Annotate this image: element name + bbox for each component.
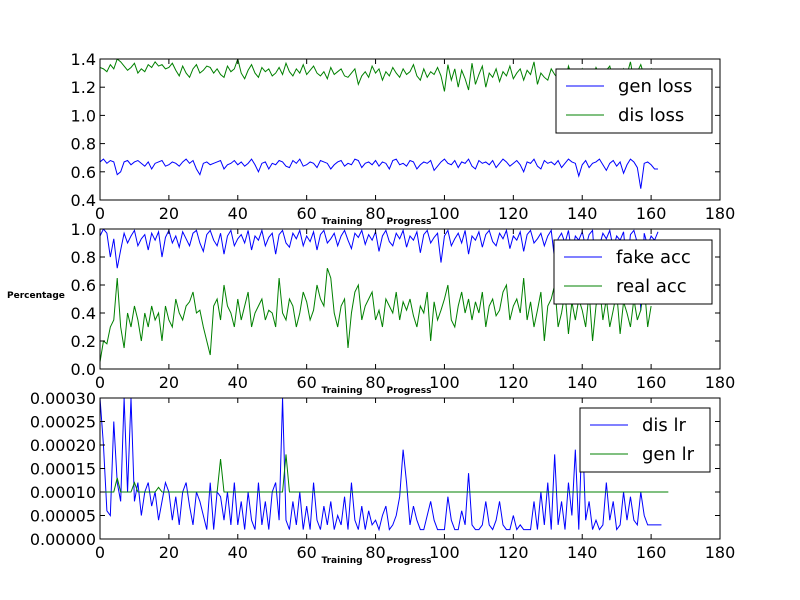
- series-line-dis-lr: [100, 398, 662, 532]
- legend: gen loss dis loss: [555, 68, 713, 134]
- x-axis-label-progress: Progress: [387, 217, 432, 227]
- x-axis-label-training: Training: [321, 386, 362, 396]
- panel-1: 0 20 40 60 80 100 120 140 160 180 0.4 0.6 0.8 1.0 1.2 1…: [71, 50, 736, 227]
- y-tick-label: 0.00025: [30, 413, 96, 432]
- y-tick-label: 0.00010: [30, 483, 96, 502]
- x-axis-label-training: Training: [321, 217, 362, 227]
- x-tick-label: 120: [498, 204, 529, 223]
- x-tick-label: 180: [705, 373, 736, 392]
- legend-label-dis-lr: dis lr: [642, 415, 687, 436]
- x-tick-label: 180: [705, 543, 736, 562]
- y-tick-label: 1.2: [71, 78, 96, 97]
- y-tick-label: 1.0: [71, 106, 96, 125]
- legend: dis lr gen lr: [579, 407, 711, 473]
- legend-label-gen-lr: gen lr: [642, 444, 695, 465]
- y-tick-label: 0.0: [71, 360, 96, 379]
- x-tick-label: 40: [228, 204, 248, 223]
- x-tick-label: 60: [296, 204, 316, 223]
- panel-2: 0 20 40 60 80 100 120 140 160 180 0.0 0.2 0.4 0.6 0.8 1…: [71, 220, 736, 396]
- legend-label-gen-loss: gen loss: [618, 76, 692, 97]
- y-tick-label: 1.0: [71, 220, 96, 239]
- x-tick-label: 180: [705, 204, 736, 223]
- x-tick-label: 0: [95, 204, 105, 223]
- x-tick-label: 60: [296, 373, 316, 392]
- x-tick-label: 140: [567, 543, 598, 562]
- x-tick-label: 80: [365, 373, 385, 392]
- x-tick-label: 140: [567, 373, 598, 392]
- x-tick-label: 160: [636, 373, 667, 392]
- series-line-gen-lr: [100, 454, 669, 493]
- x-tick-label: 160: [636, 543, 667, 562]
- y-tick-label: 0.00000: [30, 530, 96, 549]
- x-tick-label: 100: [429, 543, 460, 562]
- x-tick-label: 140: [567, 204, 598, 223]
- y-tick-label: 0.2: [71, 332, 96, 351]
- x-tick-label: 120: [498, 373, 529, 392]
- x-tick-label: 100: [429, 204, 460, 223]
- x-tick-label: 100: [429, 373, 460, 392]
- legend-label-dis-loss: dis loss: [618, 105, 684, 126]
- y-tick-label: 0.6: [71, 276, 96, 295]
- y-tick-label: 0.8: [71, 135, 96, 154]
- legend-box: [579, 407, 711, 473]
- plot-frame: [99, 228, 721, 370]
- series-line-gen-loss: [100, 158, 658, 189]
- y-tick-label: 0.00020: [30, 436, 96, 455]
- x-tick-label: 80: [365, 204, 385, 223]
- y-tick-label: 0.00005: [30, 507, 96, 526]
- y-tick-label: 0.00015: [30, 460, 96, 479]
- x-tick-label: 40: [228, 373, 248, 392]
- y-tick-label: 0.6: [71, 163, 96, 182]
- x-tick-label: 20: [159, 204, 179, 223]
- x-axis-label-progress: Progress: [387, 386, 432, 396]
- panel-3: 0 20 40 60 80 100 120 140 160 180 0.00000 0.00005 0.…: [30, 389, 735, 566]
- y-tick-label: 0.00030: [30, 389, 96, 408]
- x-tick-label: 20: [159, 373, 179, 392]
- x-tick-label: 60: [296, 543, 316, 562]
- legend-box: [553, 239, 713, 305]
- y-tick-label: 0.8: [71, 248, 96, 267]
- x-tick-label: 80: [365, 543, 385, 562]
- x-tick-label: 0: [95, 543, 105, 562]
- x-tick-label: 160: [636, 204, 667, 223]
- y-axis-label: Percentage: [7, 291, 65, 301]
- legend-label-fake-acc: fake acc: [616, 247, 691, 268]
- x-tick-label: 0: [95, 373, 105, 392]
- x-tick-label: 120: [498, 543, 529, 562]
- series-line-real-acc: [100, 268, 652, 363]
- y-tick-label: 0.4: [71, 304, 96, 323]
- plot-frame: [99, 58, 721, 201]
- legend-label-real-acc: real acc: [616, 276, 687, 297]
- x-tick-label: 40: [228, 543, 248, 562]
- y-tick-label: 1.4: [71, 50, 96, 69]
- y-tick-label: 0.4: [71, 191, 96, 210]
- x-tick-label: 20: [159, 543, 179, 562]
- legend-box: [555, 68, 713, 134]
- legend: fake acc real acc: [553, 239, 713, 305]
- x-axis-label-training: Training: [321, 556, 362, 566]
- x-axis-label-progress: Progress: [387, 556, 432, 566]
